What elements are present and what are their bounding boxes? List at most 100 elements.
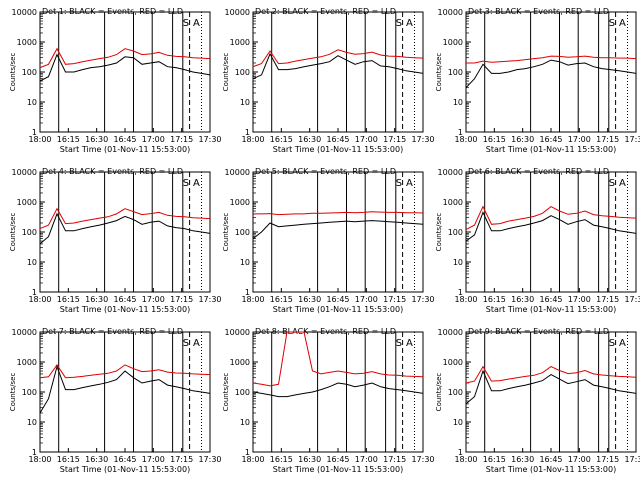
y-tick-label: 10 xyxy=(453,258,463,267)
y-tick-label: 10000 xyxy=(438,8,463,17)
x-tick-label: 16:30 xyxy=(511,135,534,144)
x-tick-label: 16:15 xyxy=(57,455,80,464)
x-tick-label: 16:15 xyxy=(270,455,293,464)
y-tick-label: 1 xyxy=(32,288,37,297)
flag-label: S xyxy=(396,338,402,349)
events-series-line xyxy=(39,364,211,414)
events-series-line xyxy=(465,211,637,242)
y-tick-label: 10000 xyxy=(438,168,463,177)
x-tick-label: 17:15 xyxy=(383,295,406,304)
x-tick-label: 16:45 xyxy=(326,295,349,304)
x-axis-label: Start Time (01-Nov-11 15:53:00) xyxy=(273,465,403,474)
x-tick-label: 17:00 xyxy=(142,455,165,464)
x-tick-label: 16:45 xyxy=(113,455,136,464)
y-axis-label: Counts/sec xyxy=(435,53,443,92)
x-tick-label: 17:30 xyxy=(624,295,640,304)
y-tick-label: 10 xyxy=(240,418,250,427)
x-tick-label: 16:45 xyxy=(113,295,136,304)
y-tick-label: 100 xyxy=(448,388,463,397)
y-tick-label: 10000 xyxy=(12,168,37,177)
x-tick-label: 16:45 xyxy=(326,455,349,464)
y-tick-label: 1000 xyxy=(443,358,463,367)
panel-title: Det 7: BLACK = Events, RED = LLD xyxy=(42,327,183,336)
y-tick-label: 10 xyxy=(453,418,463,427)
flag-label: S xyxy=(396,178,402,189)
x-tick-label: 16:15 xyxy=(270,295,293,304)
x-tick-label: 16:30 xyxy=(85,295,108,304)
plot-frame xyxy=(39,171,211,293)
x-tick-label: 16:30 xyxy=(511,295,534,304)
y-tick-label: 10 xyxy=(453,98,463,107)
y-tick-label: 100 xyxy=(235,388,250,397)
x-tick-label: 16:15 xyxy=(270,135,293,144)
flag-label: A xyxy=(406,338,413,349)
x-axis-label: Start Time (01-Nov-11 15:53:00) xyxy=(273,145,403,154)
y-tick-label: 10 xyxy=(27,258,37,267)
x-tick-label: 18:00 xyxy=(454,455,477,464)
x-tick-label: 18:00 xyxy=(28,295,51,304)
y-tick-label: 1 xyxy=(245,448,250,457)
x-tick-label: 18:00 xyxy=(241,295,264,304)
panel-title: Det 8: BLACK = Events, RED = LLD xyxy=(255,327,396,336)
y-axis-label: Counts/sec xyxy=(9,373,17,412)
x-tick-label: 16:30 xyxy=(85,135,108,144)
y-axis-label: Counts/sec xyxy=(222,213,230,252)
events-series-line xyxy=(252,382,424,398)
x-tick-label: 17:00 xyxy=(355,295,378,304)
x-tick-label: 17:00 xyxy=(568,455,591,464)
flag-label: A xyxy=(406,18,413,29)
y-tick-label: 100 xyxy=(22,68,37,77)
y-tick-label: 1000 xyxy=(230,38,250,47)
flag-label: A xyxy=(193,18,200,29)
x-tick-label: 16:15 xyxy=(483,455,506,464)
plot-frame xyxy=(465,171,637,293)
y-tick-label: 10000 xyxy=(12,8,37,17)
flag-label: A xyxy=(619,18,626,29)
plot-frame xyxy=(39,331,211,453)
y-tick-label: 100 xyxy=(22,388,37,397)
panel-title: Det 4: BLACK = Events, RED = LLD xyxy=(42,167,183,176)
flag-label: A xyxy=(619,338,626,349)
x-tick-label: 17:15 xyxy=(170,135,193,144)
lld-series-line xyxy=(252,49,424,68)
x-tick-label: 17:00 xyxy=(355,455,378,464)
x-tick-label: 16:30 xyxy=(298,295,321,304)
plot-frame xyxy=(465,11,637,133)
lld-series-line xyxy=(39,207,211,230)
panel-title: Det 5: BLACK = Events, RED = LLD xyxy=(255,167,396,176)
x-tick-label: 16:30 xyxy=(298,455,321,464)
x-tick-label: 18:00 xyxy=(241,455,264,464)
y-axis-label: Counts/sec xyxy=(222,373,230,412)
x-tick-label: 17:00 xyxy=(142,135,165,144)
x-tick-label: 17:30 xyxy=(411,455,434,464)
x-tick-label: 17:30 xyxy=(624,455,640,464)
x-tick-label: 16:45 xyxy=(539,455,562,464)
lld-series-line xyxy=(253,211,424,216)
y-tick-label: 100 xyxy=(448,228,463,237)
flag-label: S xyxy=(183,338,189,349)
y-tick-label: 1 xyxy=(458,128,463,137)
x-tick-label: 17:30 xyxy=(624,135,640,144)
x-tick-label: 18:00 xyxy=(28,135,51,144)
panel-title: Det 1: BLACK = Events, RED = LLD xyxy=(42,7,183,16)
events-series-line xyxy=(252,52,424,80)
y-tick-label: 1 xyxy=(245,128,250,137)
plot-frame xyxy=(252,11,424,133)
x-tick-label: 18:00 xyxy=(454,135,477,144)
y-tick-label: 1 xyxy=(32,448,37,457)
x-tick-label: 18:00 xyxy=(454,295,477,304)
x-axis-label: Start Time (01-Nov-11 15:53:00) xyxy=(486,145,616,154)
events-series-line xyxy=(465,59,637,89)
x-tick-label: 17:15 xyxy=(383,455,406,464)
x-tick-label: 17:15 xyxy=(596,455,619,464)
flag-label: A xyxy=(193,338,200,349)
x-tick-label: 16:30 xyxy=(511,455,534,464)
flag-label: A xyxy=(619,178,626,189)
y-tick-label: 10000 xyxy=(225,328,250,337)
y-tick-label: 10000 xyxy=(225,168,250,177)
flag-label: A xyxy=(193,178,200,189)
